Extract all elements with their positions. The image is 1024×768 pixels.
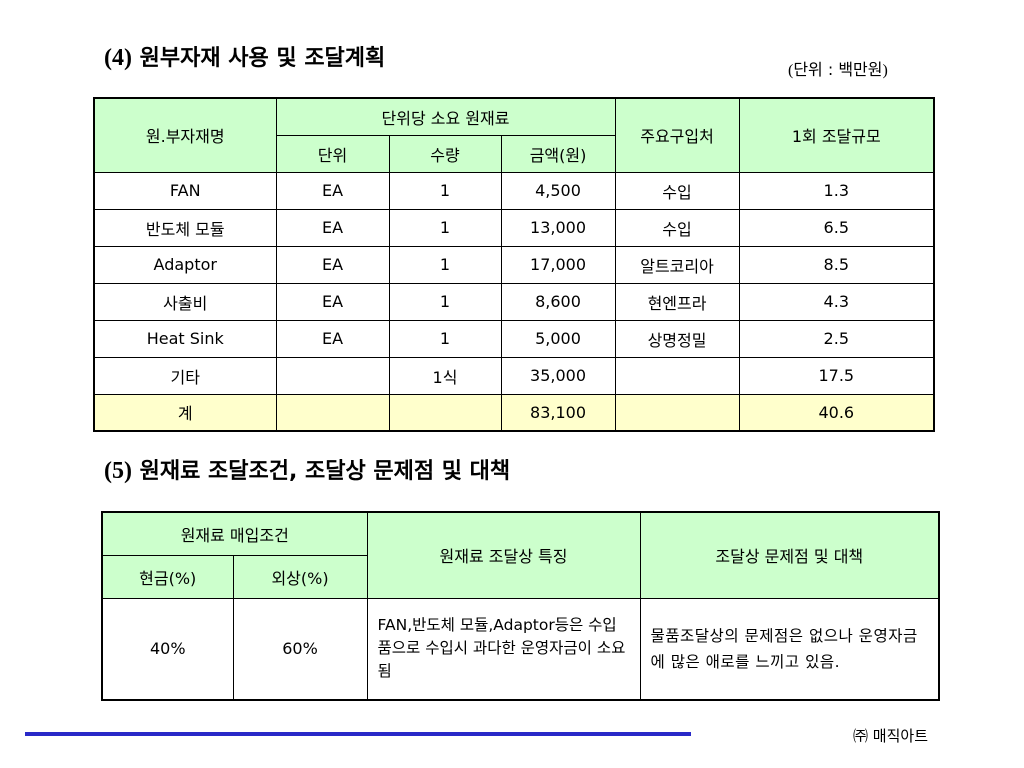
section5-title: 원재료 조달조건, 조달상 문제점 및 대책: [139, 459, 511, 484]
table-row: 기타 1식 35,000 17.5: [93, 356, 935, 395]
table-row: 40% 60% FAN,반도체 모듈,Adaptor등은 수입품으로 수입시 과…: [101, 597, 940, 701]
table-row: Heat Sink EA 1 5,000 상명정밀 2.5: [93, 319, 935, 358]
header-procurement-scale: 1회 조달규모: [738, 97, 935, 173]
table-row: 사출비 EA 1 8,600 현엔프라 4.3: [93, 282, 935, 321]
header-supplier: 주요구입처: [614, 97, 740, 173]
total-label: 계: [93, 393, 277, 432]
header-unit-requirement: 단위당 소요 원재료: [275, 97, 616, 136]
unit-note: (단위 : 백만원): [788, 60, 888, 79]
header-credit: 외상(%): [232, 554, 368, 599]
header-amount: 금액(원): [500, 134, 616, 173]
section4-title: 원부자재 사용 및 조달계획: [139, 46, 386, 71]
footer-rule: [25, 732, 691, 736]
material-usage-table: 원.부자재명 단위당 소요 원재료 주요구입처 1회 조달규모 단위 수량 금액…: [93, 97, 936, 432]
issues-text: 물품조달상의 문제점은 없으나 운영자금에 많은 애로를 느끼고 있음.: [639, 597, 940, 701]
header-quantity: 수량: [388, 134, 502, 173]
section5-heading: (5) 원재료 조달조건, 조달상 문제점 및 대책: [104, 453, 510, 485]
header-characteristics: 원재료 조달상 특징: [366, 511, 641, 599]
section4-heading: (4) 원부자재 사용 및 조달계획: [104, 40, 385, 72]
header-unit: 단위: [275, 134, 390, 173]
header-issues: 조달상 문제점 및 대책: [639, 511, 940, 599]
table-row: FAN EA 1 4,500 수입 1.3: [93, 171, 935, 210]
credit-ratio: 60%: [232, 597, 368, 701]
section4-number: (4): [104, 45, 132, 71]
table-row: Adaptor EA 1 17,000 알트코리아 8.5: [93, 245, 935, 284]
total-row: 계 83,100 40.6: [93, 393, 935, 432]
total-scale: 40.6: [738, 393, 935, 432]
total-amount: 83,100: [500, 393, 616, 432]
header-cash: 현금(%): [101, 554, 234, 599]
header-purchase-terms: 원재료 매입조건: [101, 511, 368, 556]
procurement-terms-table: 원재료 매입조건 원재료 조달상 특징 조달상 문제점 및 대책 현금(%) 외…: [101, 511, 941, 701]
cash-ratio: 40%: [101, 597, 234, 701]
unit-note-text: 단위 : 백만원: [793, 60, 883, 79]
section5-number: (5): [104, 458, 132, 484]
header-material-name: 원.부자재명: [93, 97, 277, 173]
characteristics-text: FAN,반도체 모듈,Adaptor등은 수입품으로 수입시 과다한 운영자금이…: [366, 597, 641, 701]
company-name: ㈜ 매직아트: [853, 727, 928, 745]
table-row: 반도체 모듈 EA 1 13,000 수입 6.5: [93, 208, 935, 247]
